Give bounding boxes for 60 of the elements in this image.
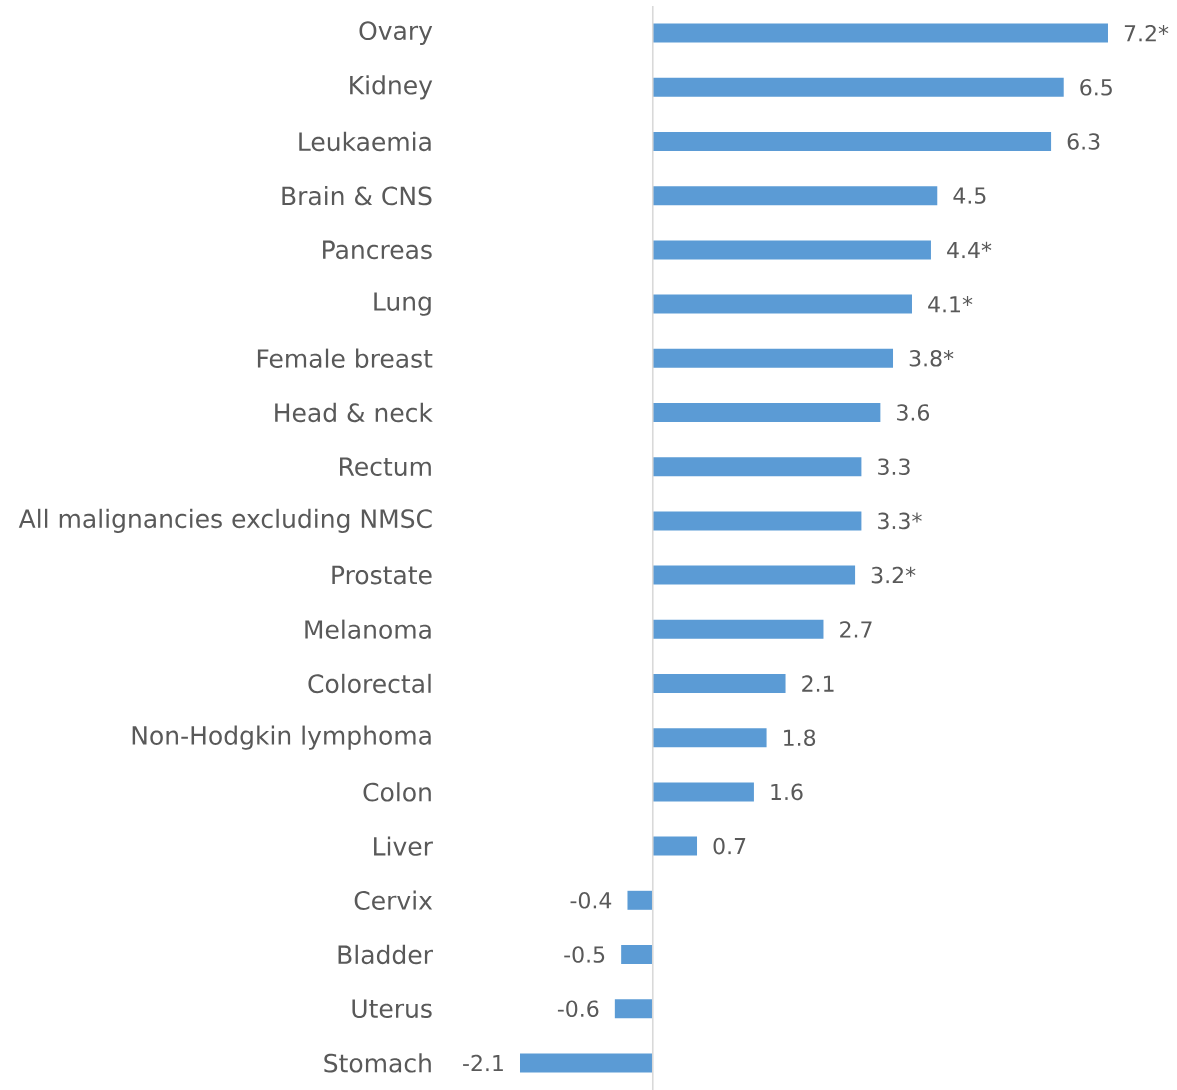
data-label: 6.3 (1067, 133, 1100, 150)
data-label: -0.5 (564, 946, 605, 963)
bar (652, 836, 698, 856)
data-label: 3.2* (871, 566, 916, 584)
data-label: 1.6 (771, 783, 803, 801)
bar (652, 782, 754, 802)
y-tick-label: Stomach (324, 1053, 431, 1073)
bar (652, 402, 881, 422)
bar (614, 999, 653, 1019)
bar (652, 565, 856, 585)
data-label: 3.3 (878, 458, 910, 476)
bar (652, 23, 1108, 43)
bar (627, 890, 653, 910)
y-tick-label: Female breast (257, 348, 433, 368)
data-label: 3.8* (909, 350, 954, 367)
bar (652, 186, 938, 206)
data-label: 0.7 (713, 837, 746, 855)
data-label: 4.4* (947, 241, 992, 259)
y-tick-label: Brain & CNS (282, 186, 432, 206)
data-label: -0.4 (570, 892, 612, 909)
y-tick-label: Colon (363, 782, 431, 802)
bar (652, 294, 912, 314)
bar (652, 457, 862, 477)
y-tick-label: All malignancies excluding NMSC (18, 508, 432, 533)
y-tick-label: Cervix (354, 890, 433, 910)
y-tick-label: Kidney (350, 75, 433, 100)
bar (520, 1053, 653, 1073)
data-label: 4.1* (928, 295, 973, 313)
y-tick-label: Prostate (332, 565, 432, 585)
data-label: 1.8 (784, 729, 816, 747)
data-label: -2.1 (463, 1054, 503, 1072)
bar (652, 348, 894, 368)
data-label: -0.6 (557, 1000, 599, 1018)
y-tick-label: Colorectal (308, 673, 431, 694)
data-label: 3.6 (897, 404, 930, 421)
bar (652, 132, 1052, 151)
bar (652, 728, 767, 748)
y-tick-label: Rectum (340, 457, 431, 476)
bar (652, 674, 786, 693)
bar (652, 240, 931, 260)
y-tick-label: Pancreas (323, 240, 432, 260)
data-label: 3.3* (878, 512, 922, 530)
bar (621, 945, 653, 964)
y-tick-label: Head & neck (275, 402, 433, 423)
bar (652, 511, 862, 531)
data-label: 4.5 (953, 187, 986, 204)
y-tick-label: Bladder (338, 944, 433, 965)
y-tick-label: Leukaemia (299, 131, 431, 152)
data-label: 2.1 (802, 675, 834, 692)
y-tick-label: Melanoma (305, 619, 431, 639)
data-label: 6.5 (1080, 78, 1112, 96)
y-tick-label: Lung (374, 292, 431, 316)
data-label: 7.2* (1124, 24, 1169, 42)
y-tick-label: Non-Hodgkin lymphoma (132, 725, 431, 750)
y-tick-label: Liver (374, 836, 433, 856)
data-label: 2.7 (840, 621, 872, 638)
bar (652, 619, 824, 639)
bar (652, 77, 1064, 97)
y-tick-label: Ovary (359, 21, 433, 45)
y-tick-label: Uterus (352, 999, 432, 1018)
